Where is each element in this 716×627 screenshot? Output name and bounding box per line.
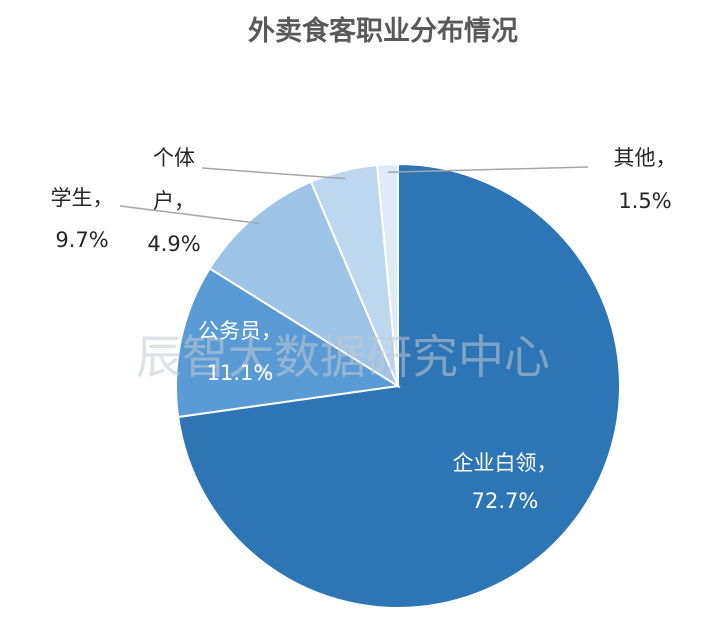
chart-title: 外卖食客职业分布情况 <box>248 15 518 47</box>
pie-slice-2 <box>208 180 401 389</box>
slice-label-0-value: 72.7% <box>472 489 539 513</box>
pie-slice-1 <box>175 267 401 419</box>
slice-label-2-value: 9.7% <box>55 228 108 252</box>
slice-label-4-name: 其他， <box>614 146 677 170</box>
slice-label-4-value: 1.5% <box>618 189 671 213</box>
slice-label-1-value: 11.1% <box>207 361 274 385</box>
slice-labels: 企业白领， 72.7% 公务员， 11.1% 学生， 9.7% 个体户， 4.9% 其他， 1.5… <box>51 146 677 513</box>
slice-label-3-value: 4.9% <box>147 232 200 256</box>
pie-slices <box>175 162 621 609</box>
slice-label-3-name-a: 个体 <box>153 146 195 170</box>
watermark: 辰智大数据研究中心 <box>136 330 550 384</box>
slice-label-0-name: 企业白领， <box>453 451 558 475</box>
leader-line-3 <box>201 167 346 180</box>
slice-label-3-name-b: 户， <box>153 189 195 213</box>
leader-line-4 <box>387 166 589 173</box>
slice-label-1-name: 公务员， <box>198 319 282 343</box>
leader-line-2 <box>119 205 259 225</box>
leader-lines <box>119 166 589 225</box>
pie-slice-4 <box>376 162 399 387</box>
slice-label-2-name: 学生， <box>51 186 114 210</box>
